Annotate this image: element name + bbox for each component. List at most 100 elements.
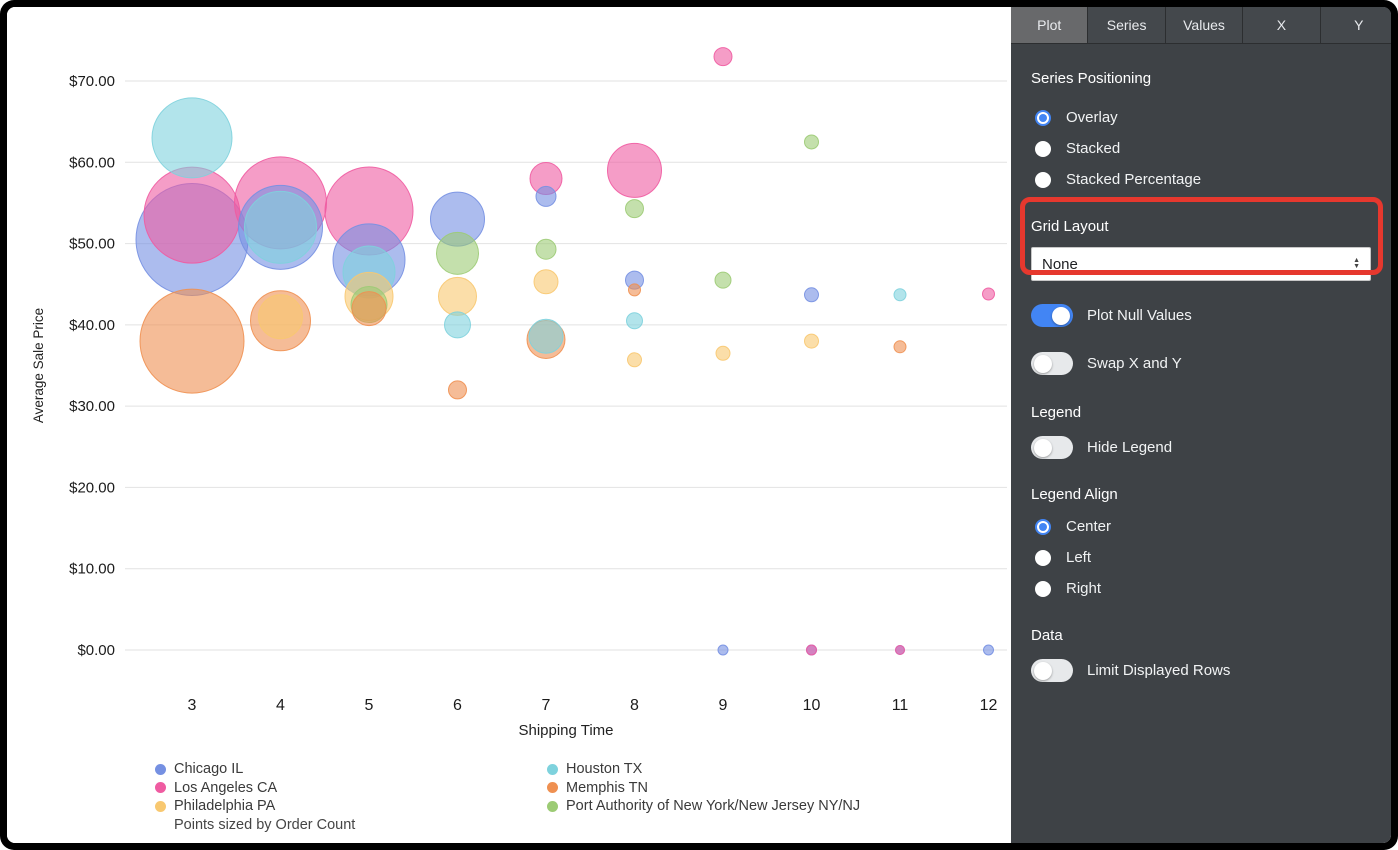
x-tick-label: 11 (892, 697, 909, 714)
legend-item[interactable]: Memphis TN (547, 779, 860, 798)
legend-item[interactable]: Philadelphia PA (155, 797, 547, 816)
grid-layout-select-value: None (1042, 255, 1078, 273)
toggle-off-icon[interactable] (1031, 659, 1073, 682)
bubble-chart: $0.00 $10.00 $20.00 $30.00 $40.00 $50.00 $60.0… (7, 7, 1011, 752)
chart-bubble[interactable] (535, 238, 557, 260)
chart-bubble[interactable] (628, 283, 641, 297)
y-tick-label: $60.00 (69, 154, 115, 171)
y-tick-label: $70.00 (69, 73, 115, 90)
chart-bubble[interactable] (626, 312, 643, 330)
chart-bubble[interactable] (351, 291, 387, 327)
legend-item[interactable]: Chicago IL (155, 760, 547, 779)
chart-bubble[interactable] (806, 644, 817, 656)
radio-overlay-label: Overlay (1066, 109, 1118, 126)
chart-bubble[interactable] (607, 142, 662, 198)
chart-bubble[interactable] (151, 97, 233, 179)
legend-align-title: Legend Align (1031, 486, 1118, 503)
chart-bubble[interactable] (982, 287, 995, 301)
limit-rows-toggle-row[interactable]: Limit Displayed Rows (1031, 659, 1381, 682)
radio-stacked-percentage-label: Stacked Percentage (1066, 171, 1202, 188)
radio-unselected-icon[interactable] (1035, 580, 1051, 597)
radio-unselected-icon[interactable] (1035, 549, 1051, 566)
grid-layout-select[interactable]: None ▲ ▼ (1031, 247, 1371, 281)
hide-legend-toggle-row[interactable]: Hide Legend (1031, 436, 1381, 459)
chart-bubble[interactable] (717, 644, 729, 656)
chart-bubble[interactable] (139, 288, 245, 394)
legend-series-dot-icon (155, 800, 166, 812)
radio-overlay[interactable]: Overlay (1031, 102, 1381, 133)
y-tick-label: $20.00 (69, 479, 115, 496)
points-sized-note: Points sized by Order Count (174, 817, 356, 834)
radio-right-label: Right (1066, 580, 1102, 597)
radio-unselected-icon[interactable] (1035, 171, 1051, 188)
chart-bubble[interactable] (893, 340, 907, 354)
limit-rows-label: Limit Displayed Rows (1087, 662, 1231, 679)
chart-bubble[interactable] (244, 190, 317, 264)
chart-bubble[interactable] (625, 199, 644, 219)
toggle-knob (1034, 354, 1052, 373)
chart-bubble[interactable] (804, 333, 819, 349)
chart-bubble[interactable] (436, 231, 479, 275)
chart-settings-panel: Plot Series Values X Y Series Positionin… (1011, 7, 1391, 843)
radio-selected-icon[interactable] (1035, 109, 1051, 126)
tab-x[interactable]: X (1243, 7, 1321, 43)
legend-series-label: Chicago IL (174, 761, 244, 778)
toggle-knob (1034, 661, 1052, 680)
toggle-off-icon[interactable] (1031, 436, 1073, 459)
tab-plot[interactable]: Plot (1011, 7, 1089, 43)
x-tick-label: 8 (630, 697, 639, 714)
legend-item[interactable]: Port Authority of New York/New Jersey NY… (547, 797, 860, 816)
radio-stacked-percentage[interactable]: Stacked Percentage (1031, 164, 1381, 195)
radio-right[interactable]: Right (1031, 573, 1381, 604)
legend-series-label: Memphis TN (566, 779, 648, 796)
radio-unselected-icon[interactable] (1035, 140, 1051, 157)
chart-bubble[interactable] (528, 318, 564, 354)
panel-tabs: Plot Series Values X Y (1011, 7, 1391, 44)
chart-bubble[interactable] (893, 288, 907, 302)
chart-bubble[interactable] (714, 271, 732, 289)
chart-legend: Chicago IL Los Angeles CA Philadelphia PA P… (155, 760, 860, 835)
toggle-on-icon[interactable] (1031, 304, 1073, 327)
select-updown-arrows-icon: ▲ ▼ (1353, 257, 1360, 270)
chart-bubble[interactable] (438, 276, 477, 316)
grid-layout-title: Grid Layout (1031, 218, 1109, 235)
legend-item[interactable]: Los Angeles CA (155, 779, 547, 798)
swap-x-y-label: Swap X and Y (1087, 355, 1182, 372)
chart-bubble[interactable] (715, 345, 731, 361)
plot-null-values-toggle-row[interactable]: Plot Null Values (1031, 304, 1381, 327)
chart-bubble[interactable] (804, 134, 819, 150)
radio-selected-icon[interactable] (1035, 518, 1051, 535)
radio-left-label: Left (1066, 549, 1092, 566)
toggle-off-icon[interactable] (1031, 352, 1073, 375)
chart-bubble[interactable] (804, 287, 819, 303)
radio-center[interactable]: Center (1031, 511, 1381, 542)
swap-x-y-toggle-row[interactable]: Swap X and Y (1031, 352, 1381, 375)
x-tick-label: 5 (365, 697, 374, 714)
x-tick-label: 9 (719, 697, 728, 714)
legend-item[interactable]: Houston TX (547, 760, 860, 779)
chart-bubble[interactable] (448, 380, 467, 400)
chart-bubble[interactable] (258, 294, 303, 340)
chart-bubble[interactable] (143, 166, 241, 264)
legend-section-title: Legend (1031, 404, 1082, 421)
panel-content: Series Positioning Overlay Stacked Stack… (1011, 70, 1391, 682)
tab-y[interactable]: Y (1320, 7, 1391, 43)
legend-series-dot-icon (547, 763, 558, 775)
legend-series-dot-icon (155, 782, 166, 794)
radio-stacked[interactable]: Stacked (1031, 133, 1381, 164)
tab-series[interactable]: Series (1088, 7, 1166, 43)
chart-bubble[interactable] (444, 311, 471, 339)
tab-values[interactable]: Values (1165, 7, 1244, 43)
chart-bubble[interactable] (535, 185, 557, 207)
chart-bubble[interactable] (533, 269, 559, 295)
series-positioning-title: Series Positioning (1031, 70, 1152, 87)
x-tick-label: 12 (980, 697, 998, 714)
chart-bubble[interactable] (627, 352, 642, 368)
chart-bubble[interactable] (713, 47, 733, 67)
x-tick-label: 4 (276, 697, 285, 714)
chart-bubble[interactable] (895, 645, 905, 655)
radio-left[interactable]: Left (1031, 542, 1381, 573)
chart-bubble[interactable] (983, 644, 994, 656)
data-section-title: Data (1031, 627, 1063, 644)
